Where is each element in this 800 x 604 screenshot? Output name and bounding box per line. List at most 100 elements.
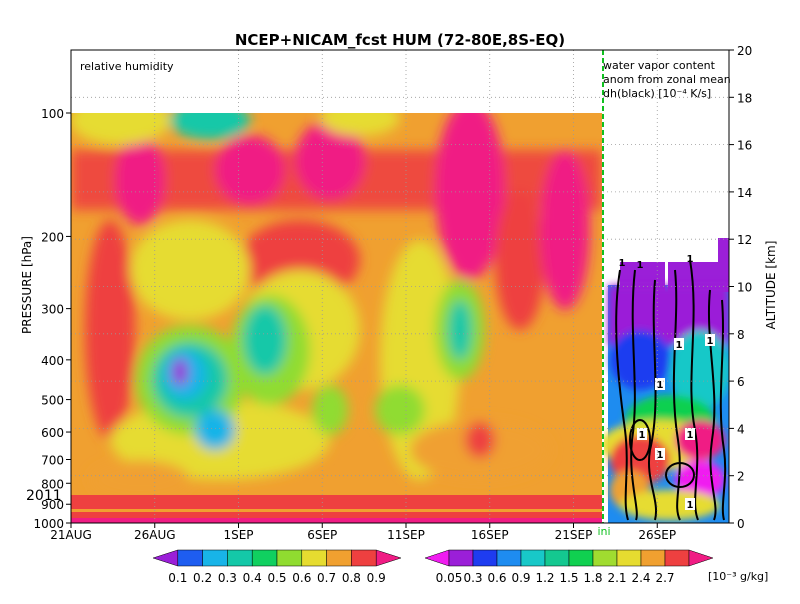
contour-label: 1 — [687, 254, 694, 265]
altitude-axis: 0 2 4 6 8 10 12 14 16 18 20 — [729, 44, 752, 531]
altitude-tick-label: 6 — [737, 375, 745, 389]
contour-label: 1 — [637, 260, 644, 271]
contour-label: 1 — [657, 450, 664, 461]
colorbar-label: 0.9 — [367, 571, 386, 585]
colorbar-label: 0.05 — [436, 571, 463, 585]
pressure-tick-label: 100 — [41, 107, 64, 121]
colorbar-swatch — [227, 549, 253, 567]
altitude-tick-label: 0 — [737, 517, 745, 531]
colorbar-swatch — [276, 549, 303, 567]
contour-label: 1 — [619, 258, 626, 269]
altitude-tick-label: 12 — [737, 233, 752, 247]
x-tick-label: 16SEP — [471, 528, 509, 542]
rh-heatmap — [71, 113, 602, 523]
x-tick-label: 26SEP — [638, 528, 676, 542]
altitude-tick-label: 18 — [737, 91, 752, 105]
right-panel-label-2: anom from zonal mean — [603, 73, 731, 86]
contour-label: 1 — [687, 500, 694, 511]
colorbar-swatch — [496, 549, 522, 567]
altitude-tick-label: 16 — [737, 139, 752, 153]
rh-colorbar: 0.1 0.2 0.3 0.4 0.5 0.6 0.7 0.8 0.9 — [152, 549, 402, 585]
colorbar-swatch — [568, 549, 594, 567]
x-tick-label: 26AUG — [134, 528, 176, 542]
colorbar-label: 0.4 — [243, 571, 262, 585]
contour-label: 1 — [707, 336, 714, 347]
colorbar-swatch — [177, 549, 203, 567]
x-tick-label: 21AUG — [50, 528, 92, 542]
colorbar-label: 0.3 — [463, 571, 482, 585]
colorbar-swatch — [375, 549, 402, 567]
colorbar-swatch — [351, 549, 377, 567]
colorbar-swatch — [152, 549, 179, 567]
colorbar-swatch — [251, 549, 278, 567]
colorbar-label: 0.5 — [267, 571, 286, 585]
q-colorbar: 0.05 0.3 0.6 0.9 1.2 1.5 1.8 2.1 2.4 2.7 — [424, 549, 714, 585]
dh-contours — [615, 259, 727, 521]
colorbar-label: 2.4 — [631, 571, 650, 585]
contour-label: 1 — [676, 340, 683, 351]
contour-label: 1 — [657, 380, 664, 391]
altitude-tick-label: 14 — [737, 186, 752, 200]
right-panel-label-3: dh(black) [10⁻⁴ K/s] — [603, 87, 711, 100]
colorbar-swatch — [301, 549, 327, 567]
colorbar-label: 1.2 — [535, 571, 554, 585]
pressure-tick-label: 900 — [41, 498, 64, 512]
pressure-axis: 100 200 300 400 500 600 700 800 900 1000 — [33, 107, 71, 531]
contour-label: 1 — [639, 430, 646, 441]
x-tick-label: 6SEP — [307, 528, 337, 542]
colorbar-label: 0.9 — [511, 571, 530, 585]
q-colorbar-unit: [10⁻³ g/kg] — [708, 570, 768, 583]
altitude-tick-label: 8 — [737, 328, 745, 342]
colorbar-label: 0.6 — [487, 571, 506, 585]
chart-title: NCEP+NICAM_fcst HUM (72-80E,8S-EQ) — [235, 31, 565, 49]
pressure-tick-label: 200 — [41, 230, 64, 244]
colorbar-swatch — [424, 549, 450, 567]
colorbar-swatch — [472, 549, 498, 567]
pressure-tick-label: 600 — [41, 426, 64, 440]
pressure-tick-label: 800 — [41, 477, 64, 491]
colorbar-label: 0.2 — [193, 571, 212, 585]
q-heatmap: 1 1 1 1 1 1 1 1 1 1 — [604, 230, 729, 523]
left-panel-label: relative humidity — [80, 60, 174, 73]
pressure-tick-label: 400 — [41, 354, 64, 368]
init-label: ini — [597, 525, 610, 538]
altitude-tick-label: 2 — [737, 470, 745, 484]
y-axis-label-left: PRESSURE [hPa] — [20, 236, 34, 334]
pressure-tick-label: 700 — [41, 453, 64, 467]
colorbar-label: 0.3 — [218, 571, 237, 585]
pressure-tick-label: 1000 — [33, 517, 64, 531]
y-axis-label-right: ALTITUDE [km] — [764, 241, 778, 330]
grid — [70, 50, 729, 523]
colorbar-label: 1.5 — [559, 571, 578, 585]
x-tick-label: 1SEP — [223, 528, 253, 542]
colorbar-label: 0.8 — [342, 571, 361, 585]
colorbar-swatch — [688, 549, 714, 567]
colorbar-swatch — [326, 549, 352, 567]
pressure-tick-label: 300 — [41, 303, 64, 317]
colorbar-label: 0.7 — [317, 571, 336, 585]
colorbar-swatch — [616, 549, 642, 567]
x-tick-label: 11SEP — [387, 528, 425, 542]
colorbar-swatch — [592, 549, 618, 567]
colorbar-swatch — [640, 549, 666, 567]
colorbar-swatch — [448, 549, 474, 567]
pressure-tick-label: 500 — [41, 394, 64, 408]
altitude-tick-label: 10 — [737, 281, 752, 295]
altitude-tick-label: 20 — [737, 44, 752, 58]
colorbar-swatch — [664, 549, 690, 567]
altitude-tick-label: 4 — [737, 422, 745, 436]
colorbar-label: 1.8 — [583, 571, 602, 585]
year-label: 2011 — [26, 488, 62, 504]
colorbar-label: 2.1 — [607, 571, 626, 585]
colorbar-swatch — [544, 549, 570, 567]
colorbar-label: 0.6 — [292, 571, 311, 585]
colorbar-swatch — [520, 549, 546, 567]
x-axis: 21AUG 26AUG 1SEP 6SEP 11SEP 16SEP 21SEP 26SEP — [50, 523, 676, 542]
colorbar-label: 2.7 — [655, 571, 674, 585]
x-tick-label: 21SEP — [555, 528, 593, 542]
colorbar-swatch — [202, 549, 228, 567]
contour-label: 1 — [687, 430, 694, 441]
colorbar-label: 0.1 — [168, 571, 187, 585]
